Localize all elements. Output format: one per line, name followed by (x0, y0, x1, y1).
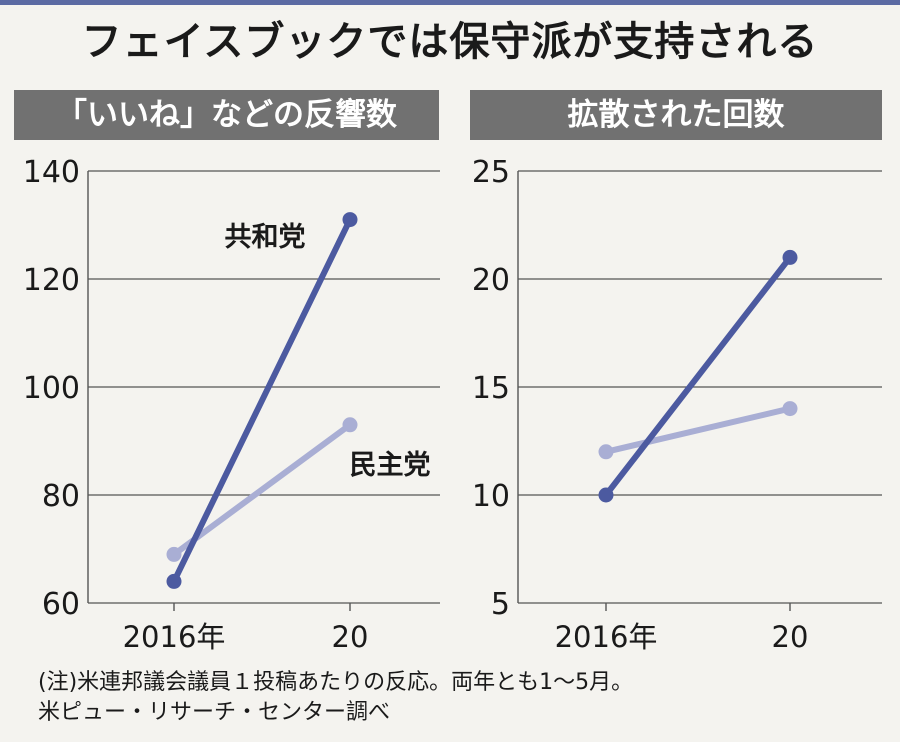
footnote-line-1: (注)米連邦議会議員１投稿あたりの反応。両年とも1～5月。 (38, 670, 634, 695)
data-point (342, 212, 358, 228)
y-tick-label: 120 (23, 263, 80, 298)
y-tick-label: 15 (472, 371, 510, 406)
x-tick-label: 20 (332, 620, 369, 654)
y-tick-label: 25 (472, 155, 510, 190)
y-tick-label: 140 (23, 155, 80, 190)
data-point (166, 546, 182, 562)
data-point (782, 401, 798, 417)
y-tick-label: 20 (472, 263, 510, 298)
series-label: 民主党 (350, 450, 431, 481)
series-label: 共和党 (225, 222, 306, 253)
series-line (603, 254, 793, 498)
x-tick-label: 2016年 (123, 620, 226, 654)
top-accent-rule (0, 0, 900, 5)
series-line (171, 216, 353, 585)
chart-title: フェイスブックでは保守派が支持される (81, 19, 819, 65)
y-tick-label: 100 (23, 371, 80, 406)
x-tick-label: 20 (772, 620, 809, 654)
data-point (598, 487, 614, 503)
x-tick-label: 2016年 (555, 620, 658, 654)
data-point (782, 249, 798, 265)
footnote-line-2: 米ピュー・リサーチ・センター調べ (38, 700, 391, 725)
right-chart: 5 10 15 20 25 2016年 20 (472, 155, 882, 654)
y-tick-label: 60 (42, 587, 80, 622)
data-point (166, 573, 182, 589)
series-line (171, 421, 353, 558)
y-tick-label: 5 (491, 587, 510, 622)
left-panel-title: 「いいね」などの反響数 (14, 90, 439, 140)
y-tick-label: 80 (42, 479, 80, 514)
y-tick-label: 10 (472, 479, 510, 514)
series-line (603, 405, 793, 455)
data-point (342, 417, 358, 433)
right-panel-title: 拡散された回数 (470, 90, 882, 140)
data-point (598, 444, 614, 460)
